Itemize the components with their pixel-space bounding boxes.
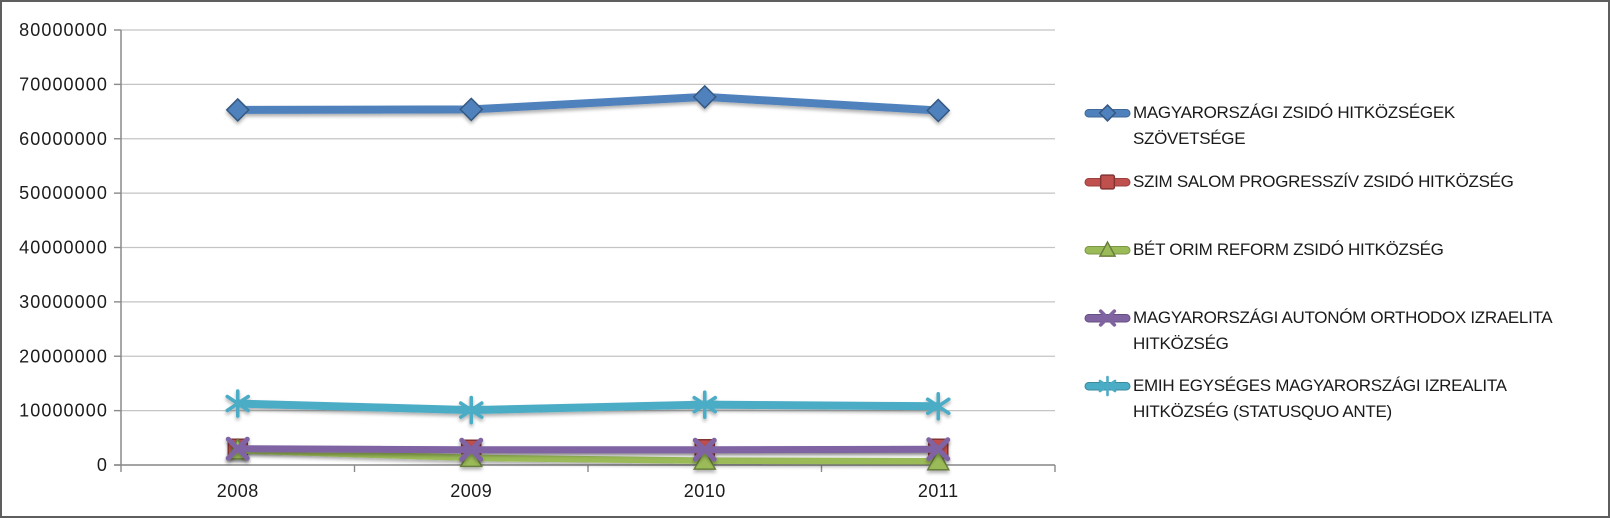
legend-item-szim-salom: SZIM SALOM PROGRESSZÍV ZSIDÓ HITKÖZSÉG (1084, 169, 1565, 195)
y-axis-tick-label: 0 (97, 455, 108, 475)
legend-label: SZIM SALOM PROGRESSZÍV ZSIDÓ HITKÖZSÉG (1133, 172, 1514, 191)
series-line (237, 92, 939, 115)
y-axis-tick-label: 30000000 (19, 292, 108, 312)
y-axis-tick-label: 80000000 (19, 20, 108, 40)
legend-item-emih: EMIH EGYSÉGES MAGYARORSZÁGI IZREALITA HI… (1084, 373, 1565, 425)
legend-label: EMIH EGYSÉGES MAGYARORSZÁGI IZREALITA HI… (1133, 376, 1506, 421)
x-marker (926, 437, 951, 462)
diamond-marker (1098, 104, 1117, 122)
series-3 (225, 436, 951, 462)
diamond-marker (926, 98, 951, 123)
asterisk-marker (925, 391, 951, 421)
y-axis-tick-label: 50000000 (19, 183, 108, 203)
series-line (237, 447, 939, 465)
y-axis-tick-label: 20000000 (19, 346, 108, 366)
x-marker (459, 437, 484, 462)
x-marker (1098, 309, 1117, 327)
legend: MAGYARORSZÁGI ZSIDÓ HITKÖZSÉGEK SZÖVETSÉ… (1084, 2, 1566, 516)
legend-item-orthodox: MAGYARORSZÁGI AUTONÓM ORTHODOX IZRAELITA… (1084, 305, 1565, 357)
legend-label: MAGYARORSZÁGI ZSIDÓ HITKÖZSÉGEK SZÖVETSÉ… (1133, 103, 1455, 148)
diamond-marker (692, 84, 717, 109)
x-axis-tick-label: 2009 (450, 481, 492, 501)
asterisk-marker (225, 389, 251, 418)
triangle-marker-icon (1084, 240, 1131, 257)
diamond-marker (459, 97, 484, 122)
y-axis-tick-label: 60000000 (19, 129, 108, 149)
asterisk-marker-icon (1084, 375, 1131, 397)
legend-label: BÉT ORIM REFORM ZSIDÓ HITKÖZSÉG (1133, 240, 1444, 259)
x-marker-icon (1084, 309, 1131, 327)
asterisk-marker (692, 390, 718, 419)
diamond-marker (225, 97, 250, 122)
x-axis-tick-label: 2010 (684, 481, 726, 501)
square-marker (1099, 174, 1116, 190)
x-axis-tick-label: 2008 (217, 481, 259, 501)
diamond-marker-icon (1084, 104, 1131, 122)
legend-item-bet-orim: BÉT ORIM REFORM ZSIDÓ HITKÖZSÉG (1084, 237, 1565, 263)
y-axis-tick-label: 70000000 (19, 74, 108, 94)
legend-item-mazsihisz: MAGYARORSZÁGI ZSIDÓ HITKÖZSÉGEK SZÖVETSÉ… (1084, 100, 1565, 152)
triangle-marker (692, 448, 717, 470)
series-line (237, 399, 939, 415)
square-marker-icon (1084, 174, 1131, 190)
series-line (237, 445, 939, 454)
triangle-marker (1098, 240, 1117, 257)
asterisk-marker (1098, 375, 1117, 397)
y-axis-tick-label: 40000000 (19, 238, 108, 258)
triangle-marker (926, 448, 951, 471)
legend-label: MAGYARORSZÁGI AUTONÓM ORTHODOX IZRAELITA… (1133, 308, 1552, 353)
x-marker (225, 436, 250, 461)
series-0 (225, 84, 951, 123)
x-marker (692, 437, 717, 462)
asterisk-marker (458, 395, 484, 425)
y-axis-tick-label: 10000000 (19, 401, 108, 421)
series-4 (225, 389, 951, 425)
x-axis-tick-label: 2011 (918, 481, 959, 501)
